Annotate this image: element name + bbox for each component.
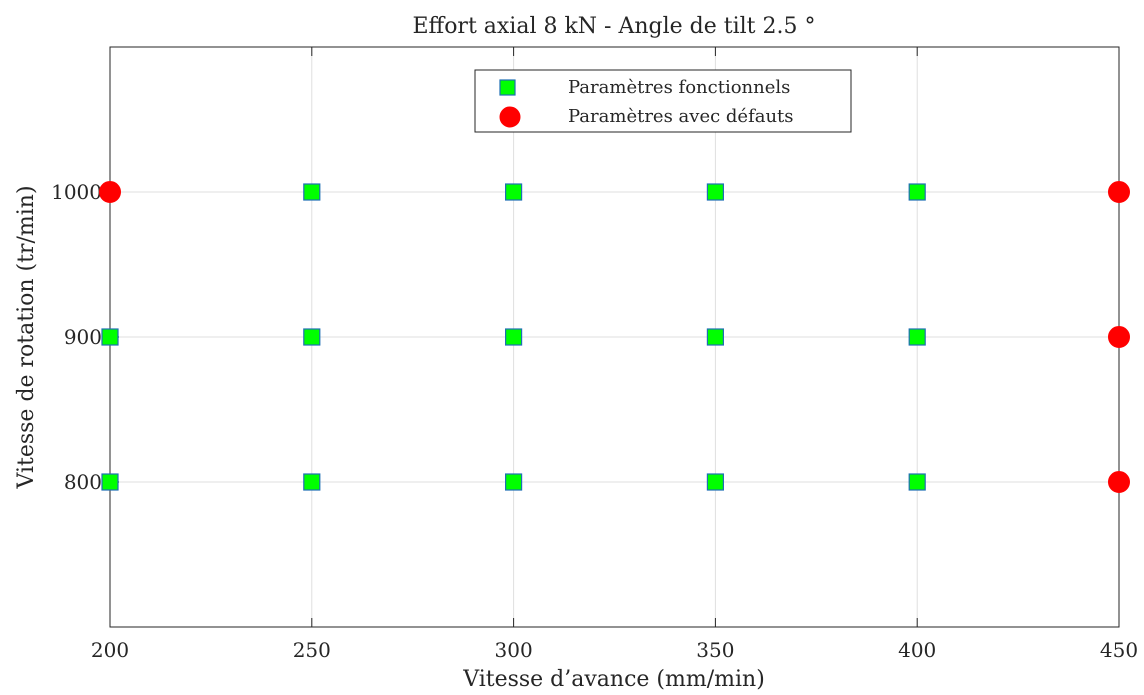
x-tick-label: 250 (293, 638, 331, 662)
data-point-square (505, 183, 523, 201)
data-point-square (706, 183, 725, 201)
legend-box (474, 69, 852, 133)
data-point-circle (99, 181, 121, 203)
data-point-square (505, 328, 523, 346)
data-points (99, 181, 1130, 493)
legend: Paramètres fonctionnels Paramètres avec … (474, 69, 852, 133)
data-point-circle (1108, 326, 1130, 348)
data-point-square (505, 473, 523, 491)
data-point-circle (1108, 181, 1130, 203)
data-point-square (303, 183, 321, 201)
grid (109, 47, 1120, 627)
x-tick-label: 200 (91, 638, 129, 662)
legend-label-fonctionnels: Paramètres fonctionnels (568, 77, 790, 98)
data-point-square (101, 328, 119, 346)
y-axis-label: Vitesse de rotation (tr/min) (14, 185, 39, 489)
data-point-square (303, 473, 321, 491)
data-point-circle (1108, 471, 1130, 493)
x-tick-label: 350 (696, 638, 734, 662)
data-point-square (908, 183, 926, 201)
y-tick-label: 800 (64, 470, 102, 494)
x-axis-label: Vitesse d’avance (mm/min) (462, 667, 765, 692)
data-point-square (706, 328, 725, 346)
x-tick-label: 400 (898, 638, 936, 662)
data-point-square (706, 473, 725, 491)
legend-marker-circle (499, 106, 521, 128)
y-tick-label: 900 (64, 325, 102, 349)
x-axis-ticks: 200 250 300 350 400 450 (91, 47, 1138, 662)
data-point-square (908, 473, 926, 491)
data-point-square (101, 473, 119, 491)
chart-title: Effort axial 8 kN - Angle de tilt 2.5 ° (413, 14, 816, 39)
x-tick-label: 300 (495, 638, 533, 662)
data-point-square (908, 328, 926, 346)
data-point-square (303, 328, 321, 346)
legend-marker-square (499, 79, 516, 96)
x-tick-label: 450 (1100, 638, 1138, 662)
y-tick-label: 1000 (51, 180, 102, 204)
legend-label-defauts: Paramètres avec défauts (568, 106, 794, 127)
